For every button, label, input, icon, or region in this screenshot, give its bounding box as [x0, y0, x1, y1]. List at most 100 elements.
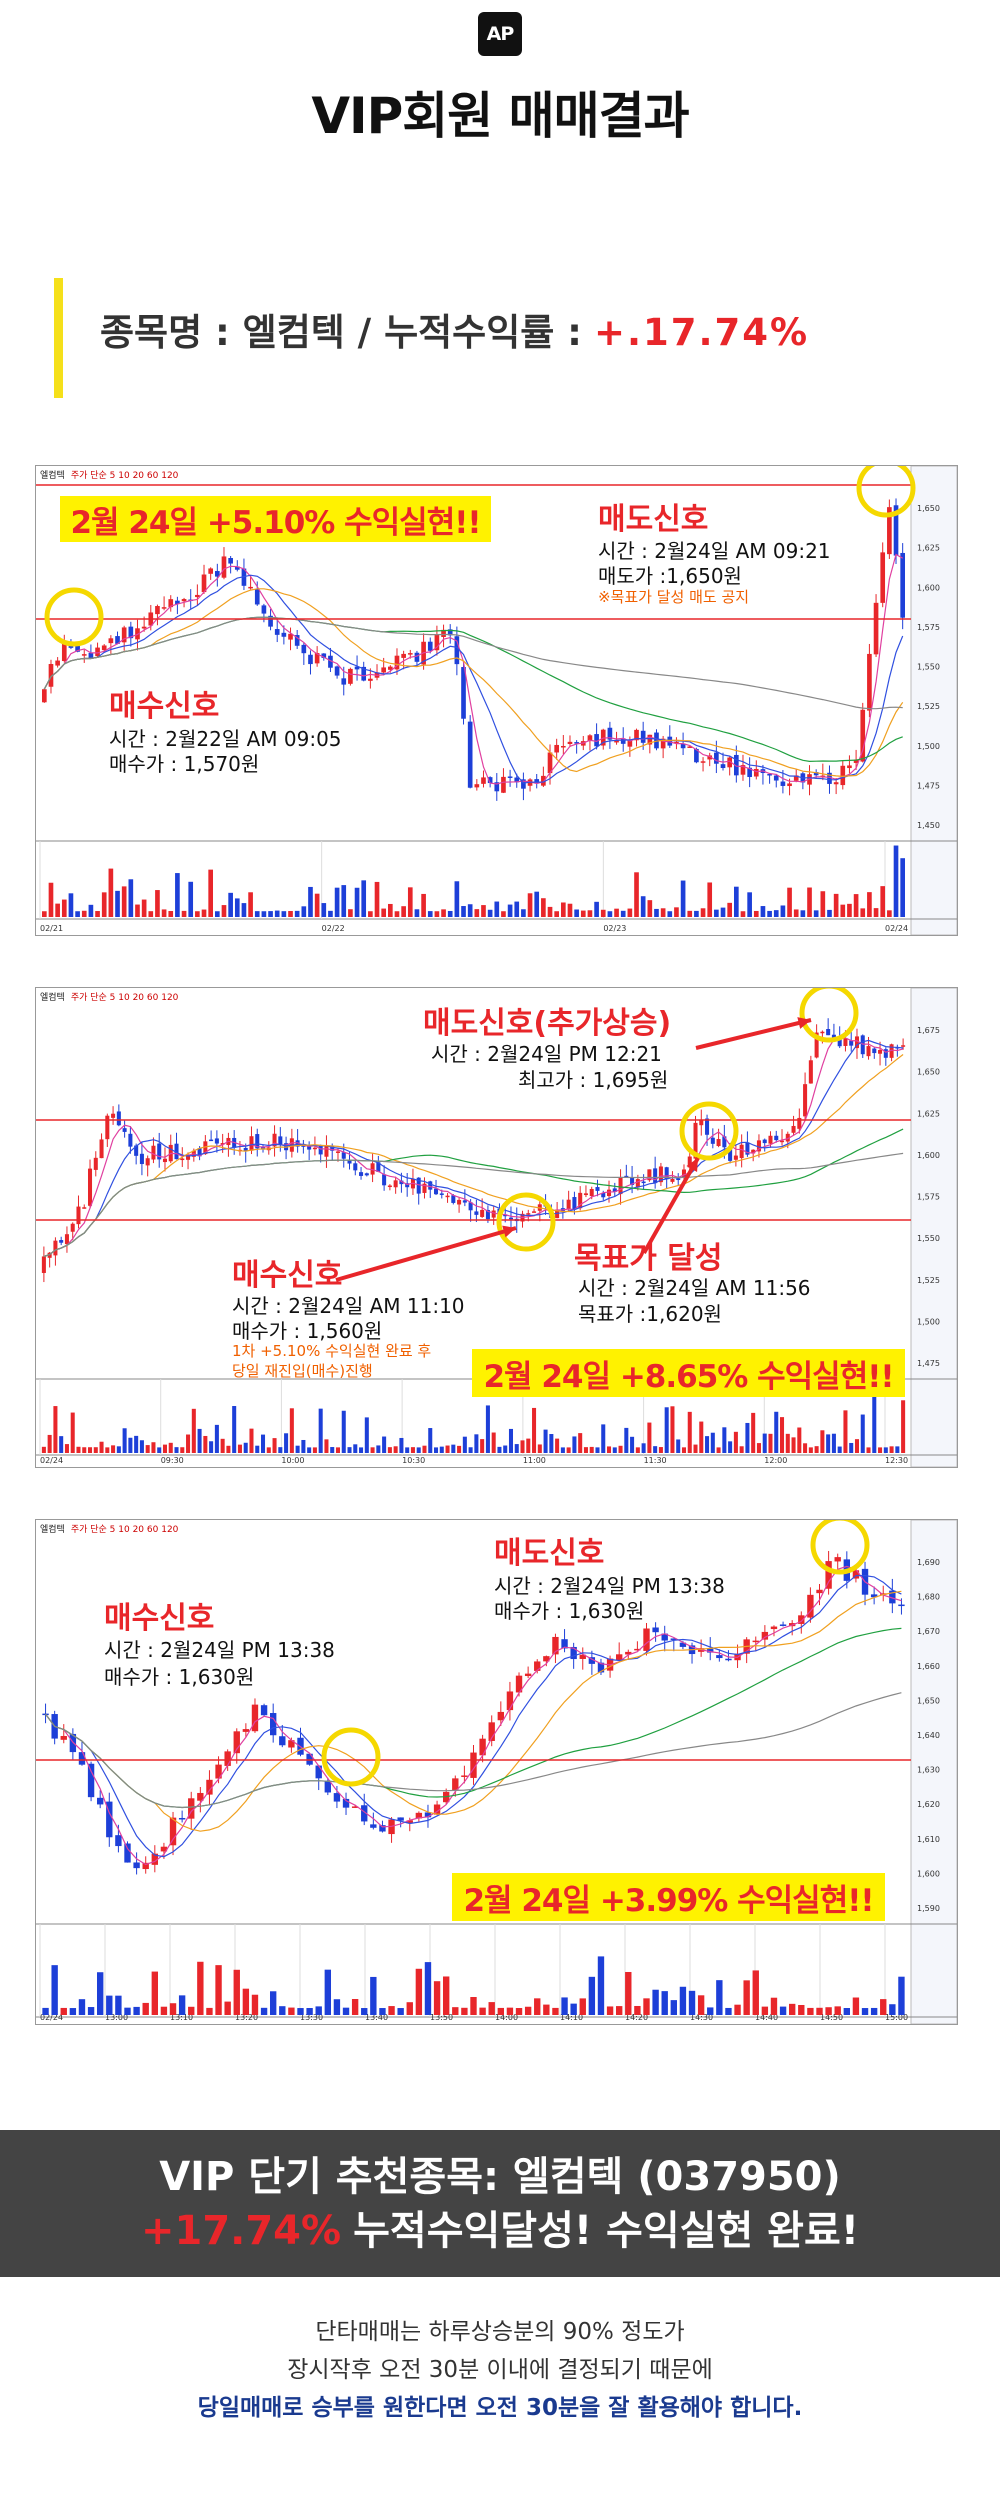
candle-body: [175, 600, 180, 604]
volume-bar: [341, 885, 347, 917]
volume-bar: [679, 1986, 687, 2015]
candle-body: [335, 1151, 341, 1153]
candle-body: [798, 1615, 805, 1624]
volume-bar: [561, 1997, 568, 2015]
volume-bar: [779, 1417, 785, 1453]
candle-body: [181, 599, 187, 602]
volume-bar: [506, 2007, 514, 2015]
candle-body: [451, 1195, 456, 1203]
candle-body: [353, 1163, 358, 1171]
volume-bar: [442, 1976, 450, 2015]
candle-body: [87, 1168, 93, 1206]
candle-body: [468, 1202, 473, 1211]
volume-bar: [798, 2004, 805, 2015]
candle-body: [878, 1049, 883, 1054]
volume-bar: [370, 1447, 375, 1453]
candle-body: [532, 1211, 537, 1213]
volume-bar: [779, 2006, 787, 2015]
candle-body: [615, 1654, 623, 1661]
volume-bar: [728, 1441, 733, 1453]
candle-body: [714, 752, 719, 764]
volume-bar: [314, 893, 320, 917]
candle-body: [178, 1817, 186, 1820]
candle-body: [716, 1139, 721, 1147]
candle-body: [583, 1193, 588, 1196]
candle-body: [872, 1048, 877, 1054]
volume-bar: [739, 1446, 744, 1453]
volume-bar: [306, 2008, 313, 2015]
volume-bar: [740, 911, 746, 917]
volume-bar: [434, 911, 440, 917]
candle-body: [195, 594, 200, 598]
candle-body: [606, 1189, 612, 1197]
volume-bar: [441, 909, 446, 917]
candle-body: [554, 744, 560, 753]
candle-body: [647, 1169, 652, 1181]
time-label: 09:30: [161, 1456, 184, 1465]
candle-body: [607, 727, 613, 740]
candle-body: [41, 689, 47, 703]
volume-bar: [705, 1436, 710, 1453]
price-tick-label: 1,675: [917, 1026, 940, 1035]
volume-bar: [658, 1447, 663, 1453]
candle-body: [441, 629, 446, 637]
volume-bar: [883, 1447, 888, 1453]
volume-bar: [800, 910, 806, 917]
candle-body: [70, 1223, 75, 1232]
candle-body: [75, 645, 80, 652]
volume-bar: [514, 1444, 519, 1453]
candle-body: [745, 1142, 750, 1155]
candle-body: [634, 729, 639, 741]
volume-bar: [364, 1417, 369, 1453]
volume-bar: [274, 910, 280, 917]
highlight-circle: [799, 988, 859, 1043]
candle-body: [324, 1145, 329, 1157]
candle-body: [439, 1193, 444, 1195]
candle-body: [414, 652, 420, 662]
candle-body: [307, 1145, 312, 1150]
volume-bar: [379, 2008, 386, 2015]
volume-bar: [312, 1447, 317, 1453]
candle-body: [779, 1624, 787, 1626]
volume-bar: [421, 893, 426, 917]
time-label: 13:50: [430, 2013, 453, 2022]
volume-bar: [405, 1447, 410, 1453]
volume-bar: [520, 1440, 525, 1453]
volume-bar: [191, 1408, 196, 1453]
candle-body: [401, 653, 406, 658]
candle-body: [566, 1199, 571, 1209]
candle-body: [128, 1133, 133, 1147]
candle-body: [312, 1147, 317, 1150]
volume-bar: [707, 2007, 714, 2015]
time-label: 12:00: [764, 1456, 787, 1465]
volume-bar: [720, 907, 726, 917]
time-label: 11:30: [644, 1456, 667, 1465]
sell-line: 최고가 : 1,695원: [518, 1068, 669, 1092]
volume-bar: [133, 2006, 140, 2015]
volume-bar: [833, 893, 839, 917]
candle-body: [507, 776, 513, 778]
volume-bar: [547, 906, 553, 917]
volume-bar: [670, 2000, 678, 2015]
profit-highlight: 2월 24일 +3.99% 수익실현!!: [452, 1873, 885, 1921]
summary-label: 종목명 : 엘컴텍 / 누적수익률 :: [100, 311, 582, 354]
candle-body: [793, 775, 799, 781]
buy-title: 매수신호: [109, 689, 220, 724]
candle-body: [641, 1181, 646, 1184]
arrow: [335, 1226, 517, 1282]
volume-bar: [803, 1443, 808, 1453]
moving-average: [45, 1574, 902, 1858]
volume-bar: [401, 906, 406, 917]
volume-bar: [178, 1995, 186, 2015]
candle-body: [753, 768, 759, 777]
volume-bar: [880, 886, 886, 917]
candle-body: [315, 1765, 322, 1779]
candle-body: [157, 1143, 162, 1160]
volume-bar: [653, 1446, 658, 1453]
candle-body: [95, 647, 100, 657]
candle-body: [727, 757, 733, 768]
moving-average: [43, 1054, 904, 1257]
candle-body: [359, 1172, 364, 1176]
volume-bar: [647, 900, 653, 917]
